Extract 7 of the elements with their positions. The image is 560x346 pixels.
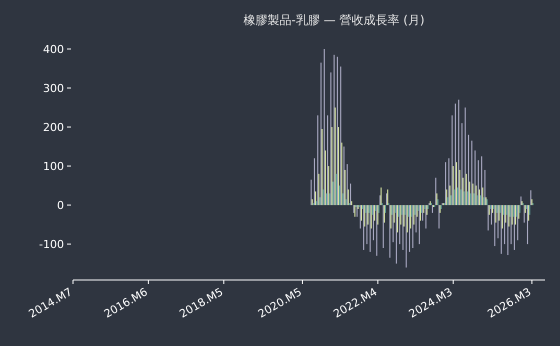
y-tick-label: 200 <box>43 121 64 134</box>
y-tick-label: -100 <box>39 238 64 252</box>
y-tick-label: 300 <box>43 82 64 96</box>
y-tick-label: 400 <box>43 43 64 56</box>
chart-title: 橡膠製品-乳膠 — 營收成長率 (月) <box>243 13 425 27</box>
y-tick-label: 100 <box>43 160 64 174</box>
y-tick-label: 0 <box>57 199 64 212</box>
